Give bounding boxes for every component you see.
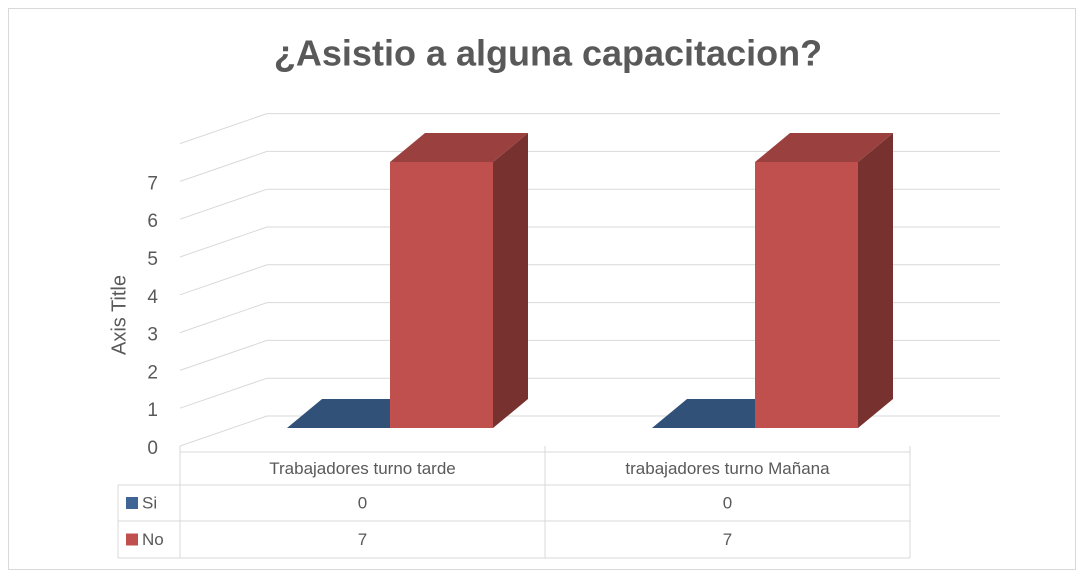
bar	[755, 162, 858, 428]
y-tick-label: 1	[147, 400, 158, 421]
bar	[390, 162, 493, 428]
bar-top	[390, 133, 528, 162]
data-label: 7	[723, 530, 732, 549]
y-tick-label: 7	[147, 173, 158, 194]
data-label: 0	[358, 493, 367, 512]
data-label: 0	[723, 493, 732, 512]
grid-line	[179, 150, 1000, 182]
bar-top	[755, 133, 893, 162]
chart-title: ¿Asistio a alguna capacitacion?	[274, 33, 822, 74]
data-label: 7	[358, 530, 367, 549]
bar-side	[858, 133, 893, 428]
y-tick-label: 5	[147, 249, 158, 270]
y-tick-label: 2	[147, 362, 158, 383]
wall-edge	[179, 113, 268, 145]
y-axis-title: Axis Title	[108, 275, 130, 355]
y-tick-label: 6	[147, 211, 158, 232]
category-label: trabajadores turno Mañana	[625, 459, 830, 478]
y-tick-label: 4	[147, 287, 158, 308]
category-label: Trabajadores turno tarde	[269, 459, 455, 478]
bar-side	[493, 133, 528, 428]
legend-label: No	[142, 530, 164, 549]
chart-border	[8, 8, 1076, 570]
y-tick-label: 0	[147, 438, 158, 459]
legend-key	[126, 497, 138, 509]
legend-label: Si	[142, 493, 157, 512]
y-tick-label: 3	[147, 325, 158, 346]
legend-key	[126, 533, 138, 546]
